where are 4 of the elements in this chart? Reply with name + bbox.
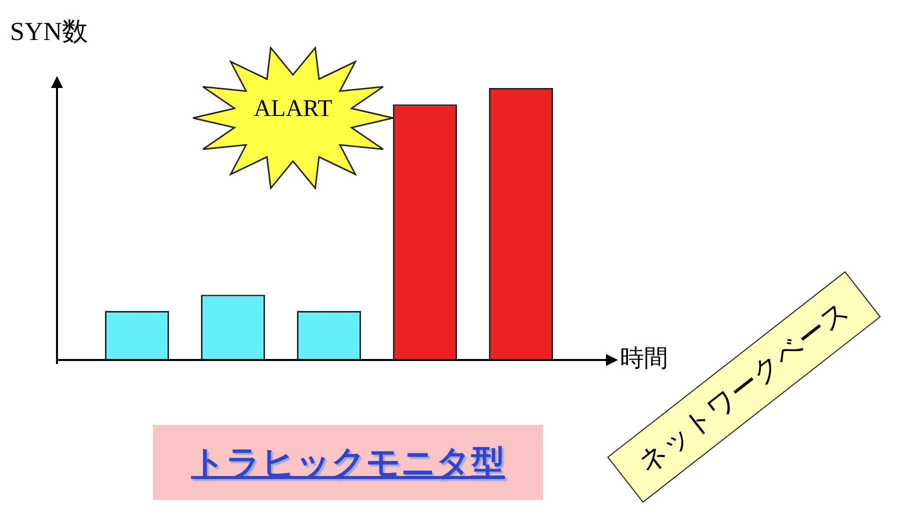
- y-axis-title: SYN数: [10, 16, 88, 48]
- annotation: ALART: [252, 96, 334, 123]
- text: トラヒックモニタ型: [153, 425, 543, 500]
- x-axis-title: 時間: [620, 343, 668, 374]
